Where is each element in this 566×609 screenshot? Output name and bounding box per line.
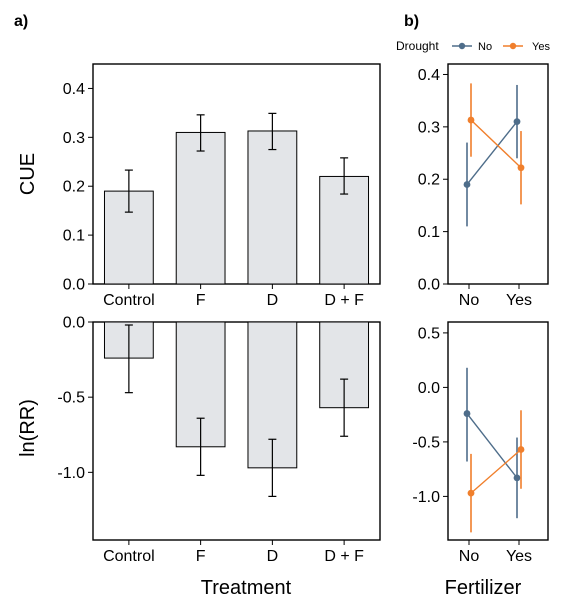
y-tick-label: 0.4 (63, 81, 85, 98)
x-tick-label-control: Control (103, 292, 155, 309)
point-drought-yes-yes (517, 446, 525, 453)
x-tick-label-f: F (196, 292, 206, 309)
panel-a-bottom-lnrr-bars: 0.0 -0.5 -1.0 Control F D D + F (57, 315, 381, 565)
legend-label-no: No (478, 41, 492, 53)
x-tick-label-yes: Yes (506, 548, 532, 565)
point-drought-no-no (463, 410, 471, 417)
x-tick-label-d-f: D + F (324, 292, 364, 309)
panel-label-b: b) (404, 13, 419, 30)
y-tick-label: -0.5 (412, 434, 440, 451)
y-tick-label: 0.1 (63, 228, 85, 245)
point-drought-no-no (463, 181, 471, 188)
series-line-drought-yes (470, 119, 522, 169)
y-tick-label: -0.5 (57, 390, 85, 407)
x-tick-label-d: D (267, 548, 279, 565)
legend: Drought No Yes (396, 39, 550, 53)
y-tick-label: 0.3 (418, 119, 440, 136)
y-axis-title-cue: CUE (17, 153, 39, 195)
legend-title: Drought (396, 39, 439, 53)
x-tick-label-no: No (459, 292, 480, 309)
x-axis-title-fertilizer: Fertilizer (445, 577, 522, 599)
x-tick-label-no: No (459, 548, 480, 565)
point-drought-yes-yes (517, 164, 525, 172)
point-drought-yes-no (467, 489, 475, 497)
y-tick-label: 0.4 (418, 67, 440, 84)
x-tick-label-f: F (196, 548, 206, 565)
panel-b-top-cue-interaction: 0.0 0.1 0.2 0.3 0.4 No Yes (418, 63, 549, 309)
x-tick-label-d: D (267, 292, 279, 309)
y-tick-label: 0.0 (418, 380, 440, 397)
point-drought-yes-no (467, 116, 475, 124)
y-tick-label: 0.5 (418, 325, 440, 342)
legend-key-no-dot (458, 42, 466, 50)
plot-frame-b-bottom (447, 321, 549, 541)
series-line-drought-no (466, 121, 518, 185)
y-tick-label: 0.3 (63, 130, 85, 147)
bar-f (175, 131, 226, 285)
point-drought-no-yes (513, 474, 521, 482)
plot-frame-b-top (447, 63, 549, 285)
y-tick-label: 0.0 (63, 277, 85, 294)
legend-label-yes: Yes (532, 41, 550, 53)
y-tick-label: 0.2 (418, 172, 440, 189)
series-line-drought-yes (470, 449, 522, 494)
panel-a-top-cue-bars: 0.0 0.1 0.2 0.3 0.4 Control F D D + F (63, 63, 381, 309)
plot-frame-a-bottom (92, 321, 381, 541)
bar-d (247, 130, 298, 285)
panel-label-a: a) (14, 13, 28, 30)
y-tick-label: 0.1 (418, 224, 440, 241)
legend-key-yes-dot (509, 42, 517, 50)
y-tick-label: 0.2 (63, 179, 85, 196)
x-tick-label-d-f: D + F (324, 548, 364, 565)
point-drought-no-yes (513, 118, 521, 126)
y-tick-label: -1.0 (412, 489, 440, 506)
x-tick-label-yes: Yes (506, 292, 532, 309)
x-tick-label-control: Control (103, 548, 155, 565)
y-tick-label: -1.0 (57, 465, 85, 482)
series-line-drought-no (466, 413, 518, 479)
plot-frame-a-top (92, 63, 381, 285)
y-axis-title-lnrr: ln(RR) (17, 399, 39, 457)
y-tick-label: 0.0 (63, 315, 85, 332)
panel-b-bottom-lnrr-interaction: 0.5 0.0 -0.5 -1.0 No Yes (412, 321, 549, 565)
y-tick-label: 0.0 (418, 277, 440, 294)
x-axis-title-treatment: Treatment (201, 577, 292, 599)
